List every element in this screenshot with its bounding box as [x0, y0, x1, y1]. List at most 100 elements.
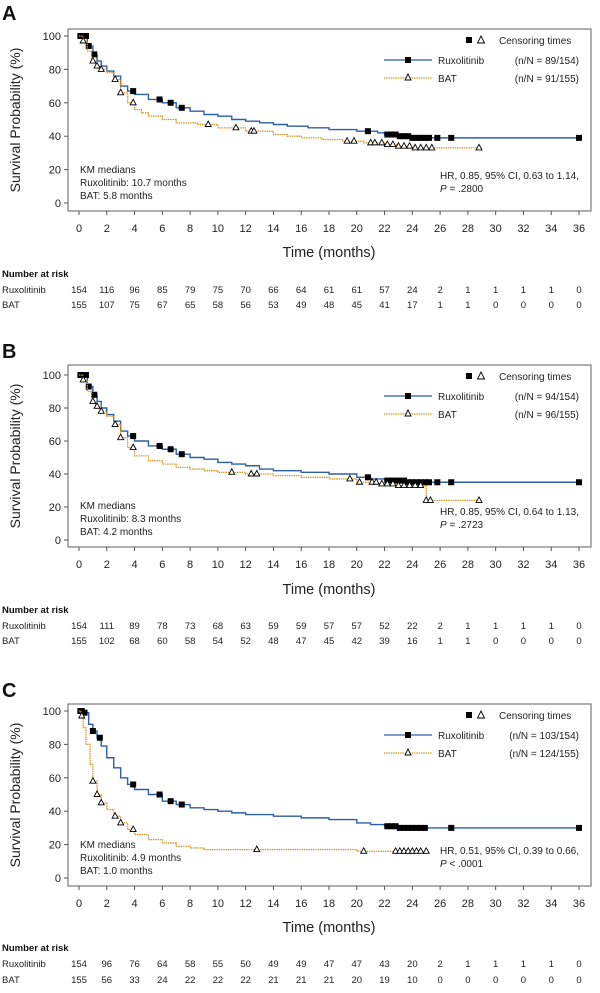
risk-value: 49 — [268, 959, 279, 970]
risk-value: 1 — [465, 959, 470, 970]
y-tick-label: 100 — [43, 31, 61, 43]
risk-value: 79 — [185, 285, 196, 296]
risk-table-title: Number at risk — [2, 269, 69, 280]
censor-mark-square — [364, 474, 371, 481]
risk-value: 155 — [71, 300, 87, 311]
p-symbol: P — [440, 184, 447, 195]
risk-value: 22 — [185, 975, 196, 986]
x-tick-label: 20 — [351, 223, 363, 235]
x-tick-label: 4 — [131, 559, 137, 571]
risk-value: 47 — [351, 959, 362, 970]
censor-mark-square — [434, 134, 441, 141]
censor-mark-square — [91, 391, 98, 398]
risk-value: 155 — [71, 636, 87, 647]
hr-text: HR, 0.51, 95% CI, 0.39 to 0.66, — [440, 846, 579, 857]
censor-mark-triangle — [416, 481, 425, 488]
censor-mark-square — [384, 131, 391, 138]
x-tick-label: 18 — [323, 559, 335, 571]
risk-value: 102 — [99, 636, 115, 647]
censor-mark-square — [178, 801, 185, 808]
censor-mark-square — [156, 96, 163, 103]
legend-censor-label: Censoring times — [499, 372, 571, 383]
legend-label: Ruxolitinib — [438, 56, 485, 67]
censor-mark-triangle — [359, 846, 368, 854]
censor-mark-triangle — [79, 375, 87, 383]
risk-value: 1 — [493, 959, 498, 970]
censor-mark-square — [167, 99, 174, 106]
censor-mark-square — [89, 728, 96, 735]
risk-value: 154 — [71, 285, 87, 296]
censor-mark-triangle — [426, 495, 435, 503]
censor-mark-square — [91, 51, 98, 58]
km-curve-ruxolitinib — [79, 710, 579, 829]
risk-value: 21 — [268, 975, 279, 986]
censor-mark-triangle — [422, 143, 430, 151]
risk-value: 57 — [379, 285, 390, 296]
legend-censor-square-icon — [466, 712, 472, 718]
risk-value: 0 — [576, 621, 581, 632]
censor-mark-triangle — [355, 477, 364, 485]
x-tick-label: 0 — [76, 898, 82, 910]
x-tick-label: 20 — [351, 559, 363, 571]
x-tick-label: 6 — [159, 223, 165, 235]
km-medians-text: KM medians — [80, 501, 136, 512]
risk-value: 68 — [213, 621, 224, 632]
censor-mark-triangle — [228, 467, 236, 475]
censor-mark-triangle — [97, 798, 105, 806]
risk-value: 24 — [157, 975, 168, 986]
censor-mark-triangle — [93, 401, 101, 409]
x-axis-label: Time (months) — [283, 920, 376, 936]
censor-mark-triangle — [129, 443, 137, 451]
censor-mark-triangle — [372, 477, 380, 485]
km-medians-text: BAT: 4.2 months — [80, 527, 153, 538]
risk-row-label: Ruxolitinib — [2, 621, 46, 632]
risk-value: 1 — [493, 621, 498, 632]
x-tick-label: 34 — [545, 559, 557, 571]
risk-value: 53 — [268, 300, 279, 311]
x-tick-label: 32 — [517, 559, 529, 571]
risk-value: 58 — [185, 636, 196, 647]
legend-censor-label: Censoring times — [499, 36, 571, 47]
x-tick-label: 16 — [295, 223, 307, 235]
x-tick-label: 18 — [323, 223, 335, 235]
risk-value: 48 — [324, 300, 335, 311]
censor-mark-square — [130, 88, 137, 95]
censor-mark-triangle — [371, 138, 379, 146]
censor-mark-triangle — [253, 469, 261, 477]
risk-value: 61 — [324, 285, 335, 296]
y-tick-label: 100 — [43, 370, 61, 382]
x-tick-label: 36 — [573, 898, 585, 910]
risk-value: 1 — [437, 300, 442, 311]
x-tick-label: 28 — [462, 223, 474, 235]
x-tick-label: 24 — [406, 559, 418, 571]
legend-censor-label: Censoring times — [499, 711, 571, 722]
legend-censor-square-icon — [466, 373, 472, 379]
x-tick-label: 14 — [267, 559, 279, 571]
censor-mark-square — [392, 477, 399, 484]
risk-value: 96 — [129, 285, 140, 296]
risk-value: 43 — [379, 959, 390, 970]
censor-mark-triangle — [383, 140, 392, 147]
y-tick-label: 0 — [55, 873, 61, 885]
risk-value: 0 — [465, 975, 470, 986]
censor-mark-triangle — [378, 479, 386, 487]
risk-value: 96 — [101, 959, 112, 970]
censor-mark-square — [426, 134, 432, 141]
km-medians-text: KM medians — [80, 165, 136, 176]
censor-mark-triangle — [411, 143, 419, 151]
x-axis-label: Time (months) — [283, 245, 376, 261]
risk-value: 0 — [521, 636, 526, 647]
y-tick-label: 20 — [49, 165, 61, 177]
risk-value: 1 — [465, 636, 470, 647]
x-tick-label: 4 — [131, 898, 137, 910]
risk-value: 59 — [296, 621, 307, 632]
censor-mark-square — [388, 477, 395, 484]
censor-mark-square — [421, 824, 428, 831]
risk-value: 55 — [213, 959, 224, 970]
censor-mark-square — [421, 134, 428, 141]
censor-mark-square — [388, 823, 395, 830]
censor-mark-triangle — [232, 123, 240, 131]
x-tick-label: 36 — [573, 559, 585, 571]
